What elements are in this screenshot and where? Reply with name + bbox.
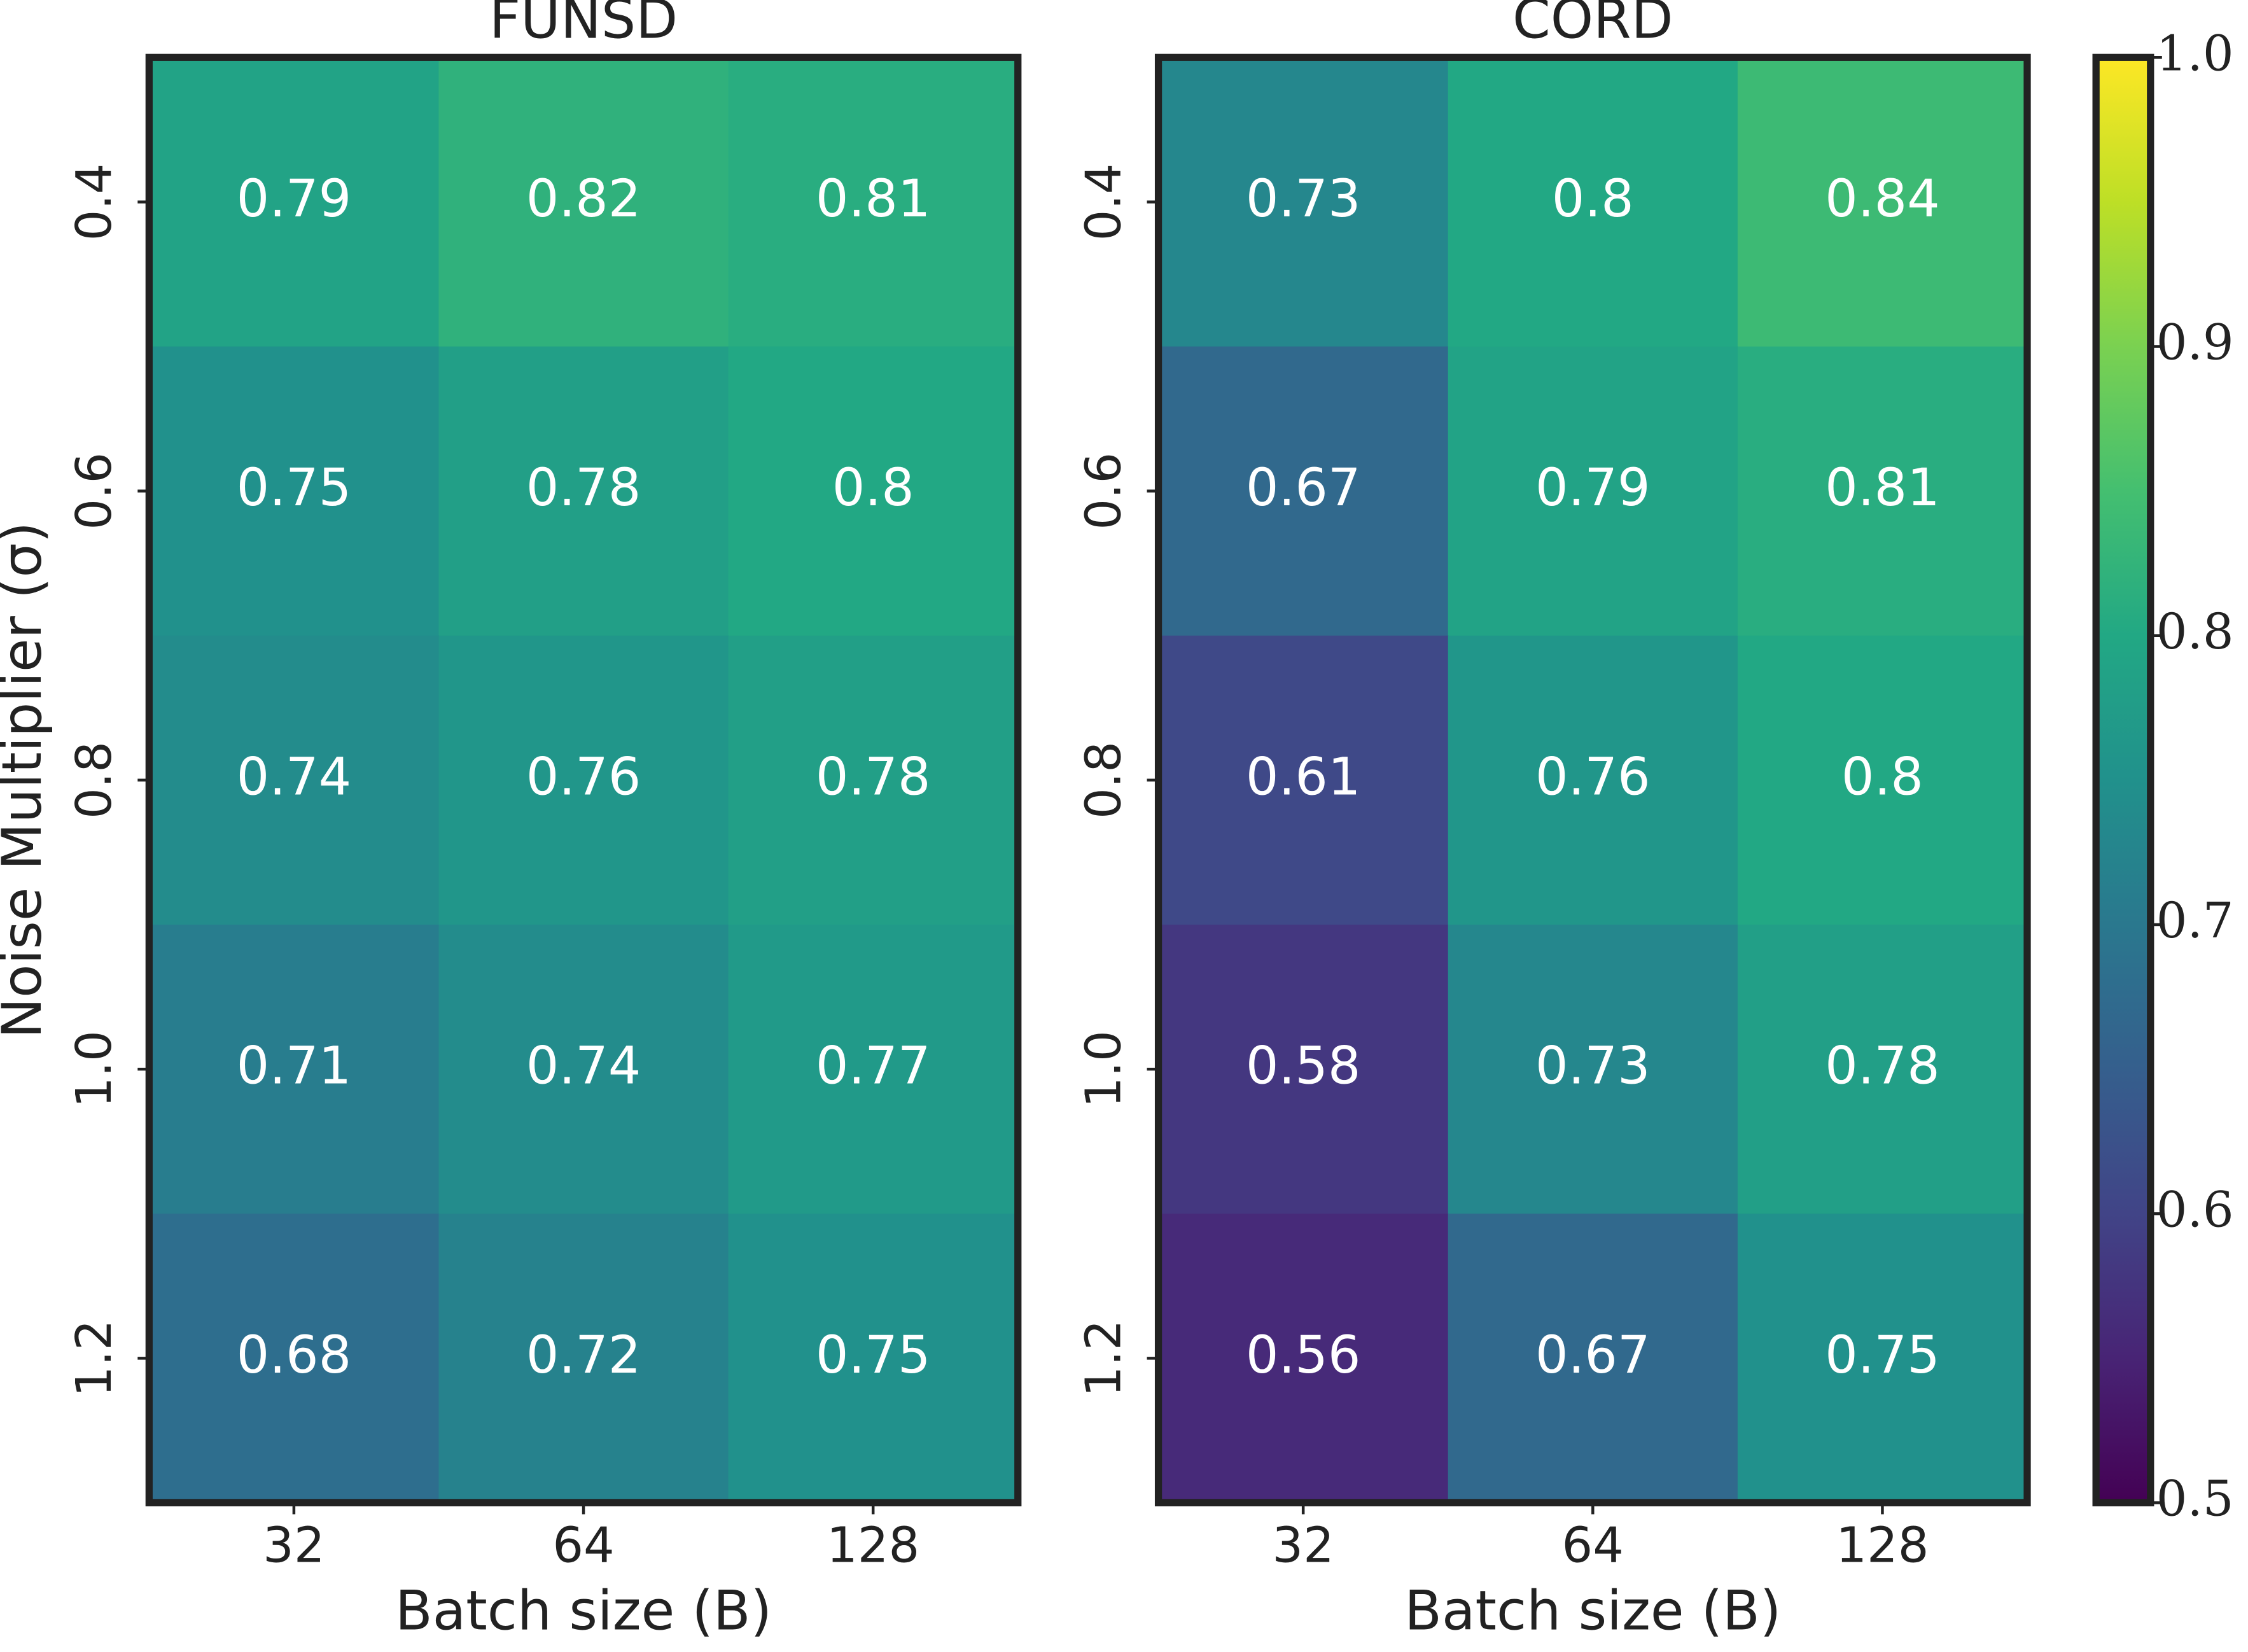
cell-label: 0.78 bbox=[1825, 1037, 1940, 1096]
heatmap-cell bbox=[1448, 925, 1738, 1215]
heatmap-cell bbox=[1737, 925, 2028, 1215]
heatmap-cell bbox=[728, 346, 1019, 636]
cell-label: 0.68 bbox=[237, 1326, 352, 1385]
cell-label: 0.56 bbox=[1246, 1326, 1361, 1385]
cell-label: 0.61 bbox=[1246, 747, 1361, 807]
cell-label: 0.73 bbox=[1535, 1037, 1651, 1096]
colorbar bbox=[2092, 53, 2154, 1507]
heatmap-cell bbox=[1448, 1214, 1738, 1504]
y-tick-label: 1.0 bbox=[66, 1030, 123, 1108]
cell-label: 0.78 bbox=[526, 458, 641, 518]
y-tick-label: 0.4 bbox=[1075, 164, 1132, 241]
heatmap-cell bbox=[1737, 635, 2028, 926]
heatmap-cell bbox=[1158, 346, 1449, 636]
heatmap-cell bbox=[149, 925, 440, 1215]
x-axis-label: Batch size (B) bbox=[395, 1580, 772, 1643]
heatmap-cell bbox=[1448, 346, 1738, 636]
cell-label: 0.74 bbox=[237, 747, 352, 807]
y-tick-label: 0.4 bbox=[66, 164, 123, 241]
cell-label: 0.67 bbox=[1535, 1326, 1651, 1385]
cell-label: 0.67 bbox=[1246, 458, 1361, 518]
heatmap-cell bbox=[438, 1214, 729, 1504]
cell-label: 0.75 bbox=[237, 458, 352, 518]
x-tick-label: 128 bbox=[1836, 1518, 1929, 1574]
cell-label: 0.81 bbox=[1825, 458, 1940, 518]
heatmap-cell bbox=[438, 635, 729, 926]
cell-label: 0.8 bbox=[1841, 747, 1923, 807]
cell-label: 0.75 bbox=[1825, 1326, 1940, 1385]
y-tick-label: 0.6 bbox=[66, 452, 123, 530]
colorbar-tick-label: 0.9 bbox=[2156, 315, 2234, 372]
y-tick-label: 1.2 bbox=[66, 1319, 123, 1397]
chart-title: CORD bbox=[1512, 0, 1673, 52]
cell-label: 0.77 bbox=[816, 1037, 931, 1096]
cell-label: 0.82 bbox=[526, 169, 641, 229]
heatmap-cell bbox=[149, 57, 440, 347]
heatmap-cell bbox=[728, 57, 1019, 347]
heatmap-cell bbox=[728, 635, 1019, 926]
cell-label: 0.8 bbox=[1552, 169, 1634, 229]
cell-label: 0.75 bbox=[816, 1326, 931, 1385]
y-tick-label: 1.2 bbox=[1075, 1319, 1132, 1397]
cell-label: 0.76 bbox=[526, 747, 641, 807]
cell-label: 0.73 bbox=[1246, 169, 1361, 229]
cell-label: 0.78 bbox=[816, 747, 931, 807]
chart-title: FUNSD bbox=[489, 0, 678, 52]
heatmap-cell bbox=[1158, 1214, 1449, 1504]
cell-label: 0.71 bbox=[237, 1037, 352, 1096]
y-tick-label: 0.8 bbox=[1075, 741, 1132, 819]
cell-label: 0.72 bbox=[526, 1326, 641, 1385]
cell-label: 0.58 bbox=[1246, 1037, 1361, 1096]
heatmap-cell bbox=[728, 1214, 1019, 1504]
colorbar-tick-label: 0.8 bbox=[2156, 604, 2234, 661]
heatmap-cell bbox=[1737, 57, 2028, 347]
cell-label: 0.76 bbox=[1535, 747, 1651, 807]
heatmap-cell bbox=[149, 346, 440, 636]
heatmap-cell bbox=[438, 57, 729, 347]
heatmap-cell bbox=[1158, 635, 1449, 926]
x-tick-label: 32 bbox=[1272, 1518, 1334, 1574]
heatmap-cell bbox=[1448, 635, 1738, 926]
heatmap-cell bbox=[438, 346, 729, 636]
heatmap-cell bbox=[1158, 57, 1449, 347]
cell-label: 0.79 bbox=[1535, 458, 1651, 518]
colorbar-tick-label: 0.6 bbox=[2156, 1182, 2234, 1238]
heatmap-cell bbox=[1158, 925, 1449, 1215]
cell-label: 0.8 bbox=[832, 458, 914, 518]
heatmap-cell bbox=[149, 635, 440, 926]
cell-label: 0.84 bbox=[1825, 169, 1940, 229]
colorbar-tick-label: 1.0 bbox=[2156, 25, 2234, 82]
heatmap-cell bbox=[728, 925, 1019, 1215]
heatmap-cell bbox=[1737, 1214, 2028, 1504]
colorbar-tick-label: 0.7 bbox=[2156, 893, 2234, 949]
y-axis-label: Noise Multiplier (σ) bbox=[0, 522, 54, 1039]
y-tick-label: 0.8 bbox=[66, 741, 123, 819]
cell-label: 0.79 bbox=[237, 169, 352, 229]
colorbar-tick-label: 0.5 bbox=[2156, 1471, 2234, 1528]
cell-label: 0.81 bbox=[816, 169, 931, 229]
y-tick-label: 0.6 bbox=[1075, 452, 1132, 530]
x-axis-label: Batch size (B) bbox=[1404, 1580, 1781, 1643]
cell-label: 0.74 bbox=[526, 1037, 641, 1096]
heatmap-cell bbox=[1737, 346, 2028, 636]
heatmap-cell bbox=[149, 1214, 440, 1504]
heatmap-cell bbox=[438, 925, 729, 1215]
x-tick-label: 32 bbox=[263, 1518, 325, 1574]
x-tick-label: 128 bbox=[827, 1518, 919, 1574]
x-tick-label: 64 bbox=[1562, 1518, 1624, 1574]
y-tick-label: 1.0 bbox=[1075, 1030, 1132, 1108]
x-tick-label: 64 bbox=[552, 1518, 614, 1574]
heatmap-cell bbox=[1448, 57, 1738, 347]
